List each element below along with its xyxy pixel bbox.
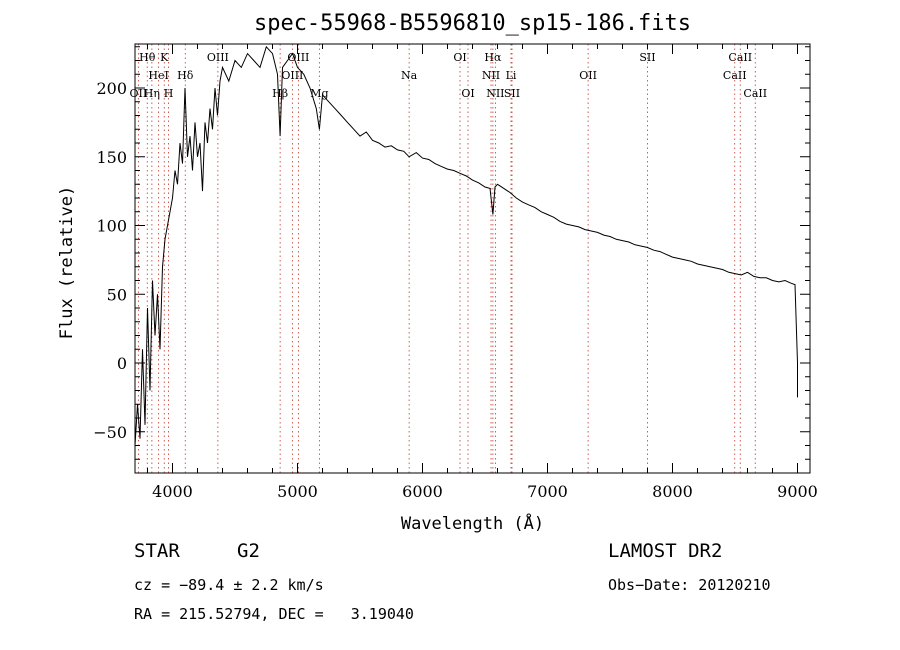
y-tick-label-3: 100 <box>96 217 127 236</box>
line-label-12: OI <box>453 51 466 64</box>
line-label-14: Na <box>401 69 418 82</box>
line-label-9: OIII <box>281 69 303 82</box>
line-label-10: Hβ <box>272 87 288 100</box>
line-label-16: Li <box>506 69 517 82</box>
redshift-cz: cz = −89.4 ± 2.2 km/s <box>134 576 324 594</box>
chart-title: spec-55968-B5596810_sp15-186.fits <box>254 11 691 36</box>
line-label-1: K <box>160 51 169 64</box>
line-label-20: OII <box>579 69 597 82</box>
x-tick-label-1: 5000 <box>277 482 318 501</box>
x-tick-label-5: 9000 <box>777 482 818 501</box>
observation-date: Obs−Date: 20120210 <box>608 576 771 594</box>
line-label-23: CaII <box>723 69 747 82</box>
x-tick-label-3: 7000 <box>527 482 568 501</box>
line-label-7: H <box>164 87 174 100</box>
line-label-17: OI <box>461 87 474 100</box>
y-tick-label-4: 150 <box>96 148 127 167</box>
line-label-19: SII <box>504 87 520 100</box>
line-label-2: HeI <box>148 69 168 82</box>
line-label-21: SII <box>639 51 655 64</box>
y-tick-label-2: 50 <box>107 285 127 304</box>
line-label-8: OIII <box>287 51 309 64</box>
x-tick-label-0: 4000 <box>152 482 193 501</box>
plot-frame <box>134 43 811 474</box>
x-tick-label-2: 6000 <box>402 482 443 501</box>
y-tick-label-1: 0 <box>117 354 127 373</box>
y-tick-label-5: 200 <box>96 79 127 98</box>
x-tick-label-4: 8000 <box>652 482 693 501</box>
y-tick-label-0: −50 <box>93 423 127 442</box>
line-label-13: Hα <box>484 51 502 64</box>
subclass: G2 <box>237 540 260 562</box>
line-label-0: Hθ <box>139 51 156 64</box>
spectrum-line <box>134 45 798 446</box>
line-label-24: CaII <box>743 87 767 100</box>
x-axis-label: Wavelength (Å) <box>401 512 544 534</box>
y-axis-label: Flux (relative) <box>57 186 77 340</box>
line-label-15: NII <box>482 69 500 82</box>
line-label-6: Hη <box>144 87 160 100</box>
line-label-18: NII <box>486 87 504 100</box>
line-label-22: CaII <box>728 51 752 64</box>
survey-name: LAMOST DR2 <box>608 540 723 562</box>
ra-dec-coordinates: RA = 215.52794, DEC = 3.19040 <box>134 605 414 623</box>
line-label-3: Hδ <box>177 69 194 82</box>
object-class: STAR <box>134 540 180 562</box>
line-label-4: OIII <box>207 51 229 64</box>
line-label-5: OII <box>130 87 148 100</box>
